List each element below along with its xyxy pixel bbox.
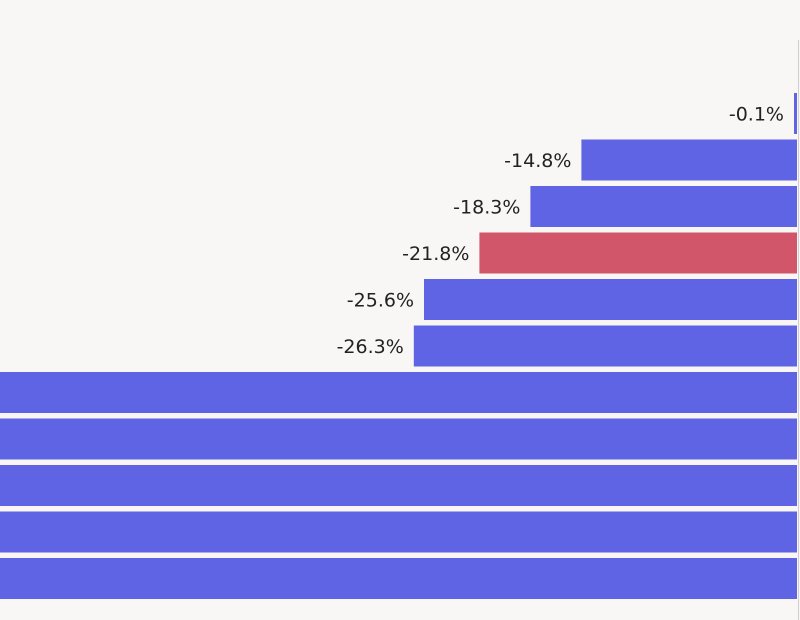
highlighted-bar: [479, 232, 797, 274]
bar: [0, 511, 797, 553]
bar-value-label: -14.8%: [504, 150, 571, 172]
bar-value-label: -18.3%: [453, 197, 520, 219]
bar-value-label: -21.8%: [402, 243, 469, 265]
bar: [581, 139, 797, 181]
bar: [794, 93, 797, 134]
bar: [424, 279, 797, 320]
bar: [0, 372, 797, 413]
bar: [413, 325, 797, 367]
bar-value-label: -26.3%: [337, 336, 404, 358]
bar: [0, 418, 797, 460]
bar: [0, 558, 797, 599]
bar: [0, 465, 797, 506]
bar-value-label: -0.1%: [729, 104, 784, 126]
bar-value-label: -25.6%: [347, 290, 414, 312]
bar: [530, 186, 797, 227]
